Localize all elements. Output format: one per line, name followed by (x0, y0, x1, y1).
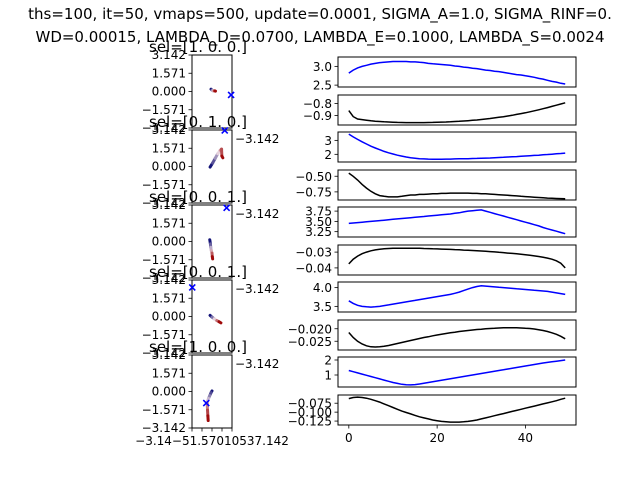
line-series-6 (348, 247, 566, 269)
line-panel-frame (337, 169, 577, 201)
scatter-xtick-labels: −3.14−51.57010537.142 (135, 434, 289, 448)
scatter-ytick-label: −3.142 (142, 196, 186, 210)
scatter-ytick-label: −3.142 (142, 121, 186, 135)
target-marker (188, 283, 196, 292)
scatter-ytick-label: 0.000 (152, 310, 186, 324)
line-ytick-label: −0.03 (295, 246, 332, 260)
line-series-9 (348, 359, 566, 386)
line-ytick-label: 3.50 (305, 215, 332, 229)
line-ytick-label: −0.04 (295, 261, 332, 275)
scatter-panel-frame (191, 204, 233, 279)
line-ytick-label: 3.25 (305, 225, 332, 239)
line-ytick-label: −0.020 (288, 322, 332, 336)
scatter-ytick-label: −1.571 (142, 178, 186, 192)
scatter-ytick-label: −1.571 (142, 253, 186, 267)
line-ytick-label: 3.75 (305, 205, 332, 219)
scatter-ytick-label: 0.000 (152, 235, 186, 249)
line-panel-frame (337, 319, 577, 351)
scatter-ytick-label: −1.571 (142, 328, 186, 342)
scatter-ytick-label: −1.571 (142, 103, 186, 117)
line-ytick-label: 1 (324, 369, 332, 383)
scatter-ytick-label: 3.142 (152, 273, 186, 287)
line-ytick-label: 3.0 (313, 60, 332, 74)
scatter-panel-title: sel=[0. 0. 1.] (149, 263, 247, 281)
line-ytick-label: −0.9 (303, 109, 332, 123)
scatter-ytick-label: 1.571 (152, 141, 186, 155)
line-xtick-label: 0 (345, 431, 353, 445)
line-ytick-label: 3 (324, 134, 332, 148)
scatter-xtick-overlap-label: −3.142 (235, 132, 279, 146)
scatter-ytick-label: 3.142 (152, 123, 186, 137)
line-ytick-label: 2.5 (313, 79, 332, 93)
scatter-ytick-label: −3.142 (142, 271, 186, 285)
line-panel-frame (337, 131, 577, 163)
target-marker (202, 399, 210, 407)
line-ytick-label: −0.8 (303, 97, 332, 111)
target-marker (223, 204, 231, 212)
line-ytick-label: 2 (324, 148, 332, 162)
line-ytick-label: 4.0 (313, 281, 332, 295)
line-series-10 (348, 396, 566, 423)
line-xtick-label: 40 (518, 431, 533, 445)
scatter-ytick-label: 0.000 (152, 160, 186, 174)
scatter-panel-title: sel=[1. 0. 0.] (149, 38, 247, 56)
scatter-panel-title: sel=[0. 0. 1.] (149, 188, 247, 206)
line-panel-frame (337, 206, 577, 238)
target-marker (221, 126, 229, 135)
line-ytick-label: −0.100 (288, 406, 332, 420)
line-ytick-label: −0.75 (295, 185, 332, 199)
scatter-ytick-label: 3.142 (152, 348, 186, 362)
scatter-ytick-label: 3.142 (152, 198, 186, 212)
scatter-ytick-label: −3.142 (142, 421, 186, 435)
line-ytick-label: −0.025 (288, 335, 332, 349)
scatter-ytick-label: 1.571 (152, 66, 186, 80)
line-series-4 (348, 172, 566, 200)
line-panel-frame (337, 394, 577, 426)
line-series-3 (348, 133, 566, 160)
scatter-ytick-label: −3.142 (142, 346, 186, 360)
target-marker (227, 91, 235, 99)
line-ytick-label: 2 (324, 354, 332, 368)
scatter-ytick-label: 1.571 (152, 291, 186, 305)
line-ytick-label: −0.50 (295, 170, 332, 184)
line-ytick-label: −0.075 (288, 397, 332, 411)
trajectory-segment (220, 154, 225, 160)
scatter-ytick-label: 0.000 (152, 85, 186, 99)
scatter-ytick-label: −1.571 (142, 403, 186, 417)
line-ytick-label: −0.125 (288, 415, 332, 429)
figure-title-line2: WD=0.00015, LAMBDA_D=0.0700, LAMBDA_E=0.… (35, 28, 605, 46)
line-panel-frame (337, 56, 577, 88)
line-series-5 (348, 209, 566, 235)
trajectory-segment (217, 320, 223, 325)
scatter-ytick-label: 3.142 (152, 48, 186, 62)
line-xtick-label: 20 (429, 431, 444, 445)
scatter-ytick-label: 1.571 (152, 366, 186, 380)
line-series-7 (348, 285, 566, 308)
scatter-panel-title: sel=[1. 0. 0.] (149, 338, 247, 356)
figure-title-line1: ths=100, it=50, vmaps=500, update=0.0001… (28, 5, 612, 23)
line-series-8 (348, 327, 566, 348)
scatter-panel-title: sel=[0. 1. 0.] (149, 113, 247, 131)
scatter-xtick-overlap-label: −3.142 (235, 282, 279, 296)
line-ytick-label: 3.5 (313, 300, 332, 314)
line-panel-frame (337, 356, 577, 388)
line-series-2 (348, 102, 566, 124)
scatter-xtick-overlap-label: −3.142 (235, 357, 279, 371)
line-series-1 (348, 60, 566, 85)
scatter-ytick-label: 1.571 (152, 216, 186, 230)
scatter-xtick-overlap-label: −3.142 (235, 207, 279, 221)
scatter-ytick-label: 0.000 (152, 385, 186, 399)
